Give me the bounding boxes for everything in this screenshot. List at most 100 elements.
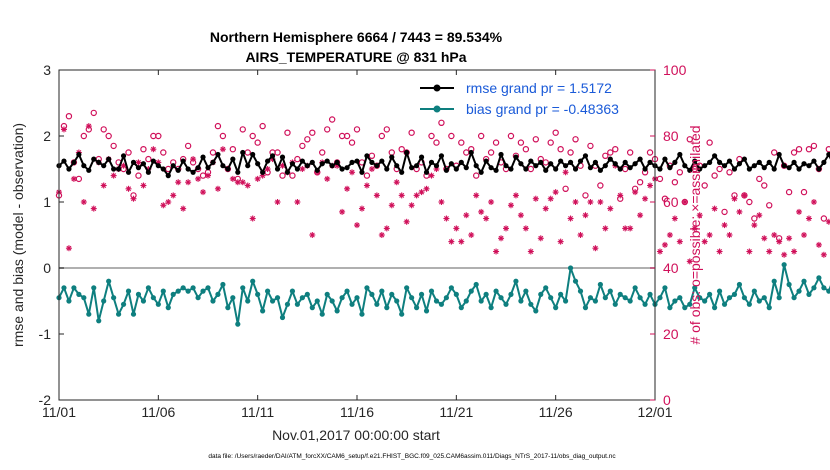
obs-possible-point bbox=[294, 155, 301, 163]
obs-assimilated-point bbox=[756, 212, 763, 219]
obs-assimilated-point bbox=[503, 225, 509, 232]
rmse-point bbox=[185, 166, 191, 172]
bias-point bbox=[726, 295, 733, 301]
rmse-point bbox=[225, 166, 231, 172]
obs-assimilated-point bbox=[517, 212, 524, 219]
bias-point bbox=[702, 298, 708, 304]
rmse-point bbox=[458, 159, 464, 165]
bias-point bbox=[428, 288, 435, 294]
rmse-point bbox=[746, 166, 752, 172]
rmse-point bbox=[543, 167, 549, 173]
x-tick-label: 11/01 bbox=[42, 404, 76, 420]
obs-assimilated-point bbox=[721, 222, 728, 229]
rmse-point bbox=[692, 158, 698, 164]
rmse-point bbox=[563, 163, 569, 169]
obs-possible-point bbox=[309, 129, 316, 136]
x-tick-label: 11/26 bbox=[539, 404, 573, 420]
rmse-point bbox=[274, 166, 281, 172]
rmse-point bbox=[389, 154, 395, 160]
obs-assimilated-point bbox=[423, 185, 430, 192]
obs-assimilated-point bbox=[214, 185, 221, 192]
obs-possible-point bbox=[557, 145, 564, 153]
obs-possible-point bbox=[239, 126, 246, 133]
y-left-tick-label: -2 bbox=[39, 392, 52, 408]
obs-possible-point bbox=[626, 149, 634, 156]
obs-possible-point bbox=[229, 145, 237, 153]
bias-series-layer bbox=[56, 262, 830, 327]
rmse-point bbox=[309, 159, 315, 165]
rmse-point bbox=[637, 156, 643, 162]
bias-point bbox=[771, 278, 777, 284]
y-left-tick-label: 2 bbox=[43, 128, 51, 144]
obs-assimilated-point bbox=[632, 189, 639, 196]
obs-assimilated-point bbox=[805, 215, 812, 222]
obs-assimilated-point bbox=[468, 232, 475, 238]
obs-possible-point bbox=[473, 172, 480, 179]
y-left-tick-label: -1 bbox=[39, 326, 52, 342]
obs-possible-point bbox=[328, 116, 336, 123]
bias-point bbox=[111, 295, 117, 301]
bias-point bbox=[101, 298, 107, 304]
rmse-point bbox=[205, 165, 211, 171]
bias-point bbox=[235, 321, 241, 327]
obs-possible-point bbox=[602, 152, 609, 159]
data-file-footnote: data file: /Users/raeder/DAI/ATM_forcXX/… bbox=[208, 453, 616, 460]
obs-assimilated-point bbox=[542, 205, 549, 212]
rmse-point bbox=[86, 167, 92, 173]
obs-assimilated-point bbox=[791, 248, 798, 255]
bias-point bbox=[508, 291, 514, 297]
obs-assimilated-point bbox=[498, 235, 505, 242]
rmse-point bbox=[766, 159, 772, 165]
rmse-point bbox=[702, 163, 708, 169]
rmse-point bbox=[632, 161, 638, 167]
bias-point bbox=[572, 278, 579, 284]
bias-point bbox=[210, 298, 216, 304]
rmse-point bbox=[667, 165, 673, 171]
bias-point bbox=[304, 291, 310, 297]
obs-possible-point bbox=[492, 139, 500, 146]
obs-assimilated-point bbox=[547, 195, 554, 202]
rmse-point bbox=[567, 159, 574, 165]
obs-possible-point bbox=[428, 132, 435, 140]
rmse-point bbox=[215, 151, 221, 158]
bias-point bbox=[91, 285, 97, 291]
legend-bias-marker bbox=[433, 105, 441, 113]
obs-assimilated-point bbox=[637, 212, 644, 219]
obs-possible-point bbox=[259, 122, 266, 130]
obs-assimilated-point bbox=[512, 192, 519, 199]
bias-point bbox=[339, 295, 345, 301]
obs-possible-point bbox=[676, 169, 684, 176]
obs-possible-point bbox=[636, 178, 644, 186]
obs-assimilated-point bbox=[527, 248, 534, 255]
bias-point bbox=[414, 305, 420, 311]
rmse-point bbox=[533, 163, 539, 169]
obs-assimilated-point bbox=[671, 215, 678, 222]
obs-assimilated-point bbox=[647, 182, 654, 189]
obs-possible-point bbox=[771, 149, 778, 156]
obs-assimilated-point bbox=[229, 175, 236, 182]
bias-point bbox=[642, 301, 648, 307]
rmse-point bbox=[776, 151, 782, 158]
obs-assimilated-point bbox=[383, 225, 390, 232]
bias-point bbox=[240, 285, 246, 291]
obs-assimilated-point bbox=[408, 202, 415, 209]
rmse-point bbox=[816, 166, 822, 172]
obs-assimilated-point bbox=[349, 169, 356, 176]
bias-point bbox=[374, 301, 380, 307]
bias-point bbox=[384, 305, 390, 311]
rmse-point bbox=[751, 163, 757, 169]
obs-assimilated-point bbox=[373, 192, 380, 199]
obs-possible-point bbox=[507, 132, 515, 140]
obs-possible-point bbox=[105, 132, 112, 140]
rmse-point bbox=[130, 159, 137, 165]
y-right-tick-label: 0 bbox=[663, 392, 671, 408]
bias-point bbox=[513, 278, 519, 284]
obs-assimilated-point bbox=[458, 238, 465, 245]
obs-possible-point bbox=[458, 139, 465, 146]
bias-point bbox=[86, 311, 92, 317]
bias-point bbox=[195, 295, 201, 301]
rmse-point bbox=[329, 163, 335, 169]
obs-possible-point bbox=[448, 132, 455, 140]
bias-point bbox=[553, 305, 559, 311]
bias-point bbox=[389, 291, 395, 297]
